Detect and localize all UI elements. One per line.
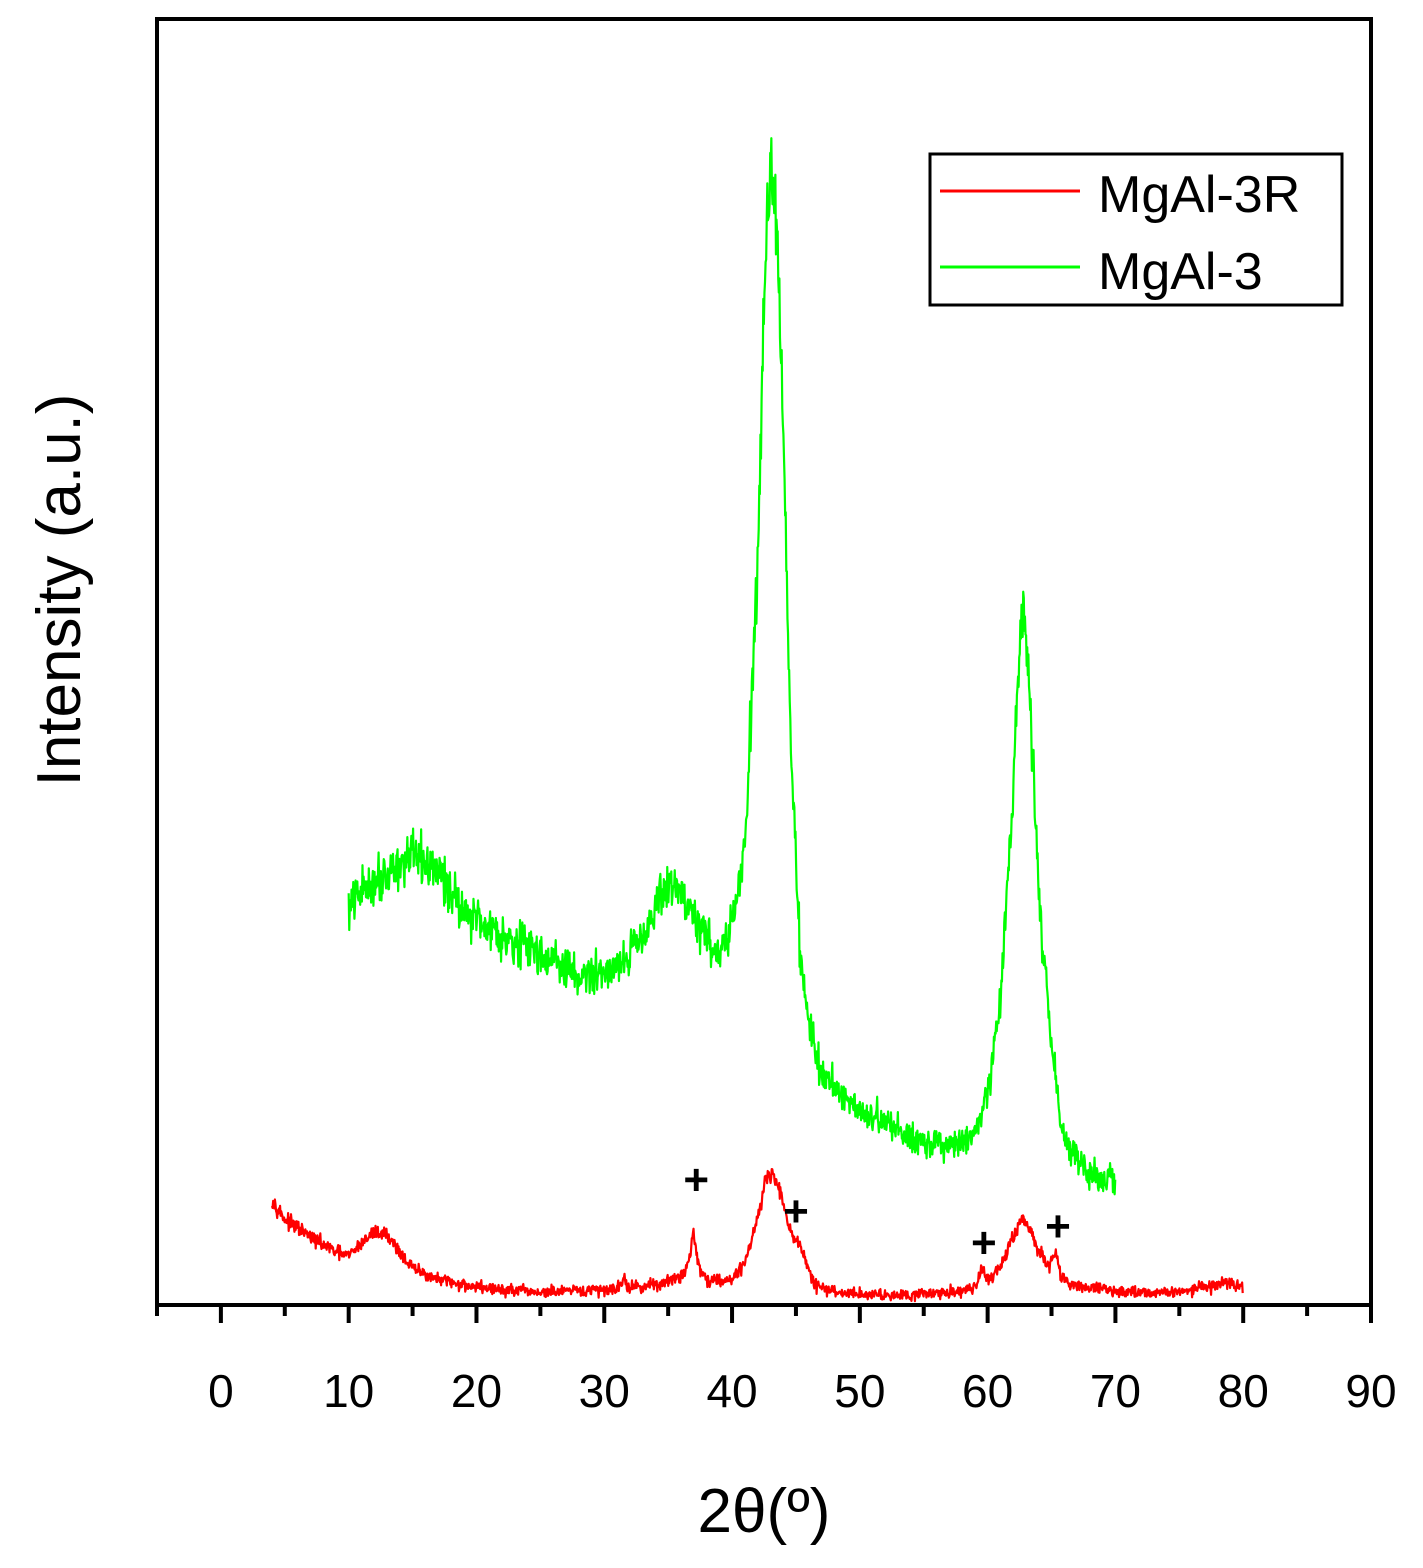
x-tick-label: 90 (1345, 1365, 1396, 1417)
x-tick-label: 20 (451, 1365, 502, 1417)
legend: MgAl-3R MgAl-3 (928, 152, 1344, 307)
peak-marker: + (971, 1218, 997, 1267)
x-axis-ticks: 0 10 20 30 40 50 60 70 80 90 (155, 1305, 1397, 1417)
series-layer (270, 137, 1244, 1303)
x-tick-label: 70 (1090, 1365, 1141, 1417)
x-tick-label: 80 (1218, 1365, 1269, 1417)
y-axis-title: Intensity (a.u.) (25, 394, 94, 787)
x-axis-title: 2θ(º) (698, 1477, 831, 1546)
x-tick-label: 50 (834, 1365, 885, 1417)
legend-box (928, 152, 1344, 307)
x-tick-label: 10 (323, 1365, 374, 1417)
legend-label-mgal-3r: MgAl-3R (1098, 166, 1300, 224)
peak-marker: + (783, 1187, 809, 1236)
peak-marker: + (683, 1155, 709, 1204)
peak-markers: + + + + (683, 1155, 1070, 1267)
x-tick-label: 30 (579, 1365, 630, 1417)
x-tick-label: 40 (706, 1365, 757, 1417)
peak-marker: + (1045, 1202, 1071, 1251)
x-tick-label: 60 (962, 1365, 1013, 1417)
plot-frame (155, 17, 1373, 1307)
legend-label-mgal-3: MgAl-3 (1098, 243, 1263, 301)
x-tick-label: 0 (208, 1365, 234, 1417)
series-line-mgal-3r (270, 1167, 1244, 1303)
series-line-mgal-3 (347, 137, 1117, 1196)
